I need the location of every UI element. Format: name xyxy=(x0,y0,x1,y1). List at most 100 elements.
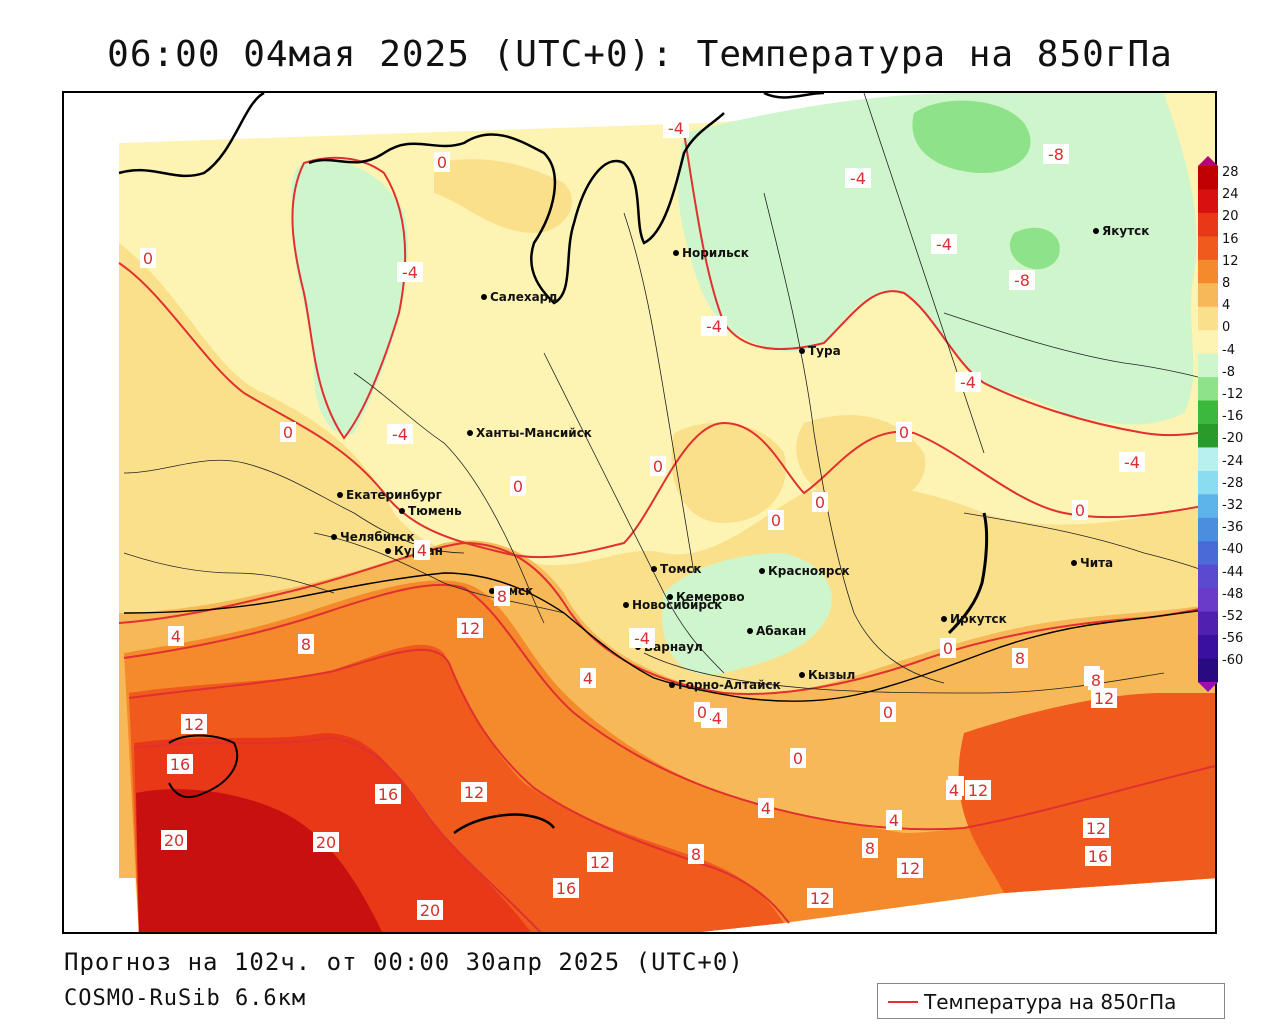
isoline-label-bg xyxy=(694,702,710,722)
colorbar-tick-label: -40 xyxy=(1222,542,1244,558)
map-title: 06:00 04мая 2025 (UTC+0): Температура на… xyxy=(107,34,1173,75)
city-label: Салехард xyxy=(490,290,558,304)
colorbar-swatch xyxy=(1198,494,1218,519)
isoline-label: 4 xyxy=(889,811,899,830)
city-marker xyxy=(747,628,753,634)
isoline-label: 0 xyxy=(143,249,153,268)
isoline-0 xyxy=(118,262,1215,559)
field-cold-8-yakutsk xyxy=(1009,227,1060,270)
field-cold-east xyxy=(678,93,1197,425)
isoline-label-bg xyxy=(965,780,991,800)
isoline-label: 0 xyxy=(1075,501,1085,520)
isoline-label: 12 xyxy=(184,715,204,734)
isoline-8 xyxy=(123,583,1215,831)
colorbar-swatch xyxy=(1198,377,1218,402)
isoline-label-bg xyxy=(1009,270,1035,290)
isoline-label: 0 xyxy=(653,457,663,476)
isoline-label-bg xyxy=(896,422,912,442)
isoline-label-bg xyxy=(140,248,156,268)
colorbar-tick-label: 24 xyxy=(1222,187,1239,203)
field-cold-8-east xyxy=(912,100,1031,173)
field-0-4-east xyxy=(796,414,926,506)
colorbar-swatch xyxy=(1198,212,1218,237)
lake-balkhash xyxy=(453,813,556,835)
isoline-label: 8 xyxy=(301,635,311,654)
isoline-label: 20 xyxy=(316,833,336,852)
city-marker xyxy=(399,508,405,514)
city-label: Горно-Алтайск xyxy=(678,678,781,692)
colorbar-tick-label: -48 xyxy=(1222,586,1244,602)
city-marker xyxy=(331,534,337,540)
colorbar-tick-label: -36 xyxy=(1222,520,1244,536)
isoline-label: 20 xyxy=(164,831,184,850)
colorbar-swatch xyxy=(1198,236,1218,261)
city-label: Якутск xyxy=(1102,224,1149,238)
colorbar-tick-label: -24 xyxy=(1222,453,1244,469)
colorbar-svg xyxy=(1198,156,1218,692)
city-marker xyxy=(1071,560,1077,566)
isoline-label-bg xyxy=(768,510,784,530)
isoline-label-bg xyxy=(940,638,956,658)
city-label: Чита xyxy=(1080,556,1113,570)
colorbar-tick-label: -16 xyxy=(1222,409,1244,425)
field-cold-altai xyxy=(662,553,832,675)
isoline-label-bg xyxy=(897,858,923,878)
isoline-label: 16 xyxy=(556,879,576,898)
city-label: Тюмень xyxy=(408,504,462,518)
isoline-label-bg xyxy=(1091,688,1117,708)
isoline-label-bg xyxy=(1085,846,1111,866)
isoline-label: 12 xyxy=(900,859,920,878)
field-0-4-center xyxy=(671,422,786,523)
colorbar-tick-label: -32 xyxy=(1222,498,1244,513)
colorbar-swatch xyxy=(1198,541,1218,566)
isoline-label-bg xyxy=(880,702,896,722)
colorbar-swatch xyxy=(1198,658,1218,683)
isoline-label-bg xyxy=(1072,500,1088,520)
isoline-label-bg xyxy=(946,780,962,800)
colorbar-swatch xyxy=(1198,400,1218,425)
isoline-label: 4 xyxy=(171,627,181,646)
isoline-label: -4 xyxy=(850,169,866,188)
isoline-label-bg xyxy=(167,754,193,774)
city-marker xyxy=(941,616,947,622)
field-20 xyxy=(136,789,383,932)
isoline-label-bg xyxy=(701,316,727,336)
city-label: Абакан xyxy=(756,624,806,638)
isoline-12 xyxy=(128,648,790,924)
isoline-label: 12 xyxy=(1086,819,1106,838)
colorbar-tick-label: 16 xyxy=(1222,231,1239,247)
colorbar-tick-label: 28 xyxy=(1222,165,1239,180)
isoline-label: 8 xyxy=(1091,671,1101,690)
coastline xyxy=(118,93,825,305)
isoline-label-bg xyxy=(457,618,483,638)
lake-baikal xyxy=(947,512,989,635)
isoline-label-bg xyxy=(812,492,828,512)
isoline-label-bg xyxy=(886,810,902,830)
colorbar-swatch xyxy=(1198,283,1218,308)
city-label: Ханты-Мансийск xyxy=(476,426,592,440)
isoline-label-bg xyxy=(434,152,450,172)
colorbar-tick-label: 8 xyxy=(1222,276,1231,291)
colorbar-swatch xyxy=(1198,259,1218,284)
isoline-label-bg xyxy=(181,714,207,734)
colorbar-swatch xyxy=(1198,588,1218,613)
isoline-label: -4 xyxy=(668,119,684,138)
isoline-label: 0 xyxy=(697,703,707,722)
colorbar-tick-label: 12 xyxy=(1222,253,1239,269)
isoline-label: 16 xyxy=(1088,847,1108,866)
isoline-label: -8 xyxy=(1048,145,1064,164)
isoline-label-bg xyxy=(1088,670,1104,690)
map-frame: Салехард Норильск Якутск Тура Ханты-Мансийск… xyxy=(62,91,1217,934)
isoline-label-bg xyxy=(663,118,689,138)
model-name: COSMO-RuSib 6.6км xyxy=(64,986,307,1011)
isoline-label: 12 xyxy=(464,783,484,802)
isoline-label: 0 xyxy=(437,153,447,172)
city-label: Барнаул xyxy=(644,640,703,654)
isoline-minus4-west xyxy=(291,156,407,440)
isoline-label: 4 xyxy=(417,541,427,560)
isoline-label-bg xyxy=(931,234,957,254)
isoline-label: -4 xyxy=(402,263,418,282)
isoline-label-bg xyxy=(790,748,806,768)
legend: Температура на 850гПа xyxy=(877,983,1225,1019)
